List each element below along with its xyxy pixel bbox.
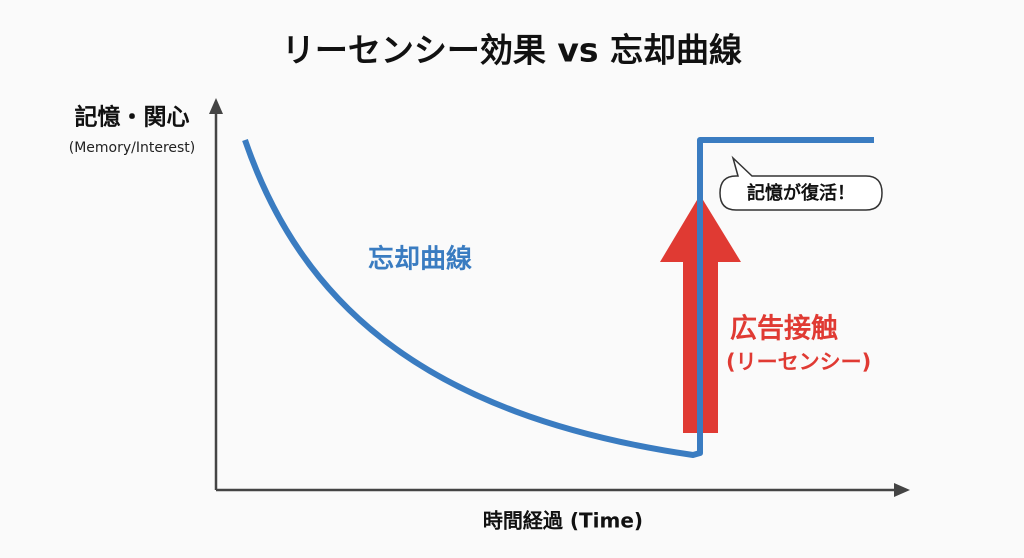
forgetting-curve	[242, 137, 874, 458]
callout-bubble	[719, 155, 883, 211]
y-axis-arrow	[209, 98, 223, 114]
curve-label: 忘却曲線	[368, 244, 472, 275]
y-axis-label: 記憶・関心	[75, 104, 190, 131]
x-axis-arrow	[894, 483, 910, 497]
x-axis-label: 時間経過 (Time)	[483, 509, 643, 533]
y-axis-sublabel: (Memory/Interest)	[69, 140, 196, 156]
arrow-label-line1: 広告接触	[730, 313, 838, 345]
callout-text: 記憶が復活！	[747, 182, 855, 204]
title: リーセンシー効果 vs 忘却曲線	[282, 31, 742, 70]
arrow-label-line2: (リーセンシー)	[726, 350, 871, 374]
